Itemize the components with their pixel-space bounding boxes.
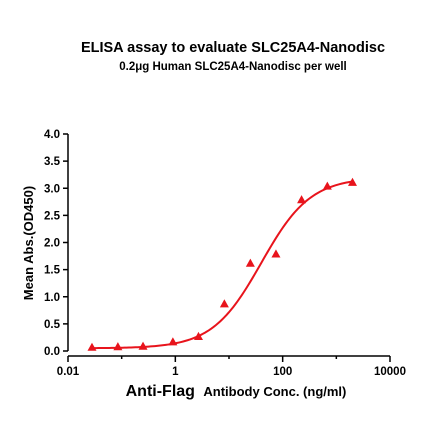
x-axis-label: Anti-Flag Antibody Conc. (ng/ml)	[126, 383, 347, 400]
plot-area: 0.0 0.5 1.0 1.5 2.0 2.5 3.0 3.5 4.0 0.01 1 100 10000	[44, 129, 406, 378]
data-point	[322, 181, 332, 190]
x-tick-label: 0.01	[57, 366, 80, 378]
data-point	[271, 249, 281, 258]
data-point	[245, 258, 255, 267]
chart-subtitle: 0.2μg Human SLC25A4-Nanodisc per well	[119, 61, 347, 73]
data-point	[219, 299, 229, 308]
x-axis-label-rest: Antibody Conc. (ng/ml)	[203, 384, 346, 399]
x-axis-label-bold: Anti-Flag	[126, 383, 195, 400]
chart-title: ELISA assay to evaluate SLC25A4-Nanodisc	[81, 40, 385, 56]
y-tick-label: 4.0	[44, 129, 60, 141]
data-point	[138, 341, 148, 350]
y-tick-label: 2.5	[44, 210, 61, 222]
y-tick-label: 0.5	[44, 319, 61, 331]
y-tick-label: 1.5	[44, 265, 61, 277]
fit-curve	[91, 180, 353, 350]
x-tick-label: 100	[273, 366, 292, 378]
data-point	[193, 331, 203, 340]
data-point	[168, 337, 178, 346]
data-point	[297, 195, 307, 204]
data-point	[347, 177, 357, 186]
x-tick-label: 1	[172, 366, 179, 378]
y-tick-label: 2.0	[44, 238, 60, 250]
y-axis-label: Mean Abs.(OD450)	[21, 186, 36, 300]
y-tick-label: 3.0	[44, 183, 60, 195]
data-point	[113, 342, 123, 351]
data-point	[87, 342, 97, 351]
y-tick-label: 0.0	[44, 346, 60, 358]
y-tick-label: 3.5	[44, 156, 61, 168]
x-tick-label: 10000	[374, 366, 406, 378]
y-tick-label: 1.0	[44, 292, 60, 304]
